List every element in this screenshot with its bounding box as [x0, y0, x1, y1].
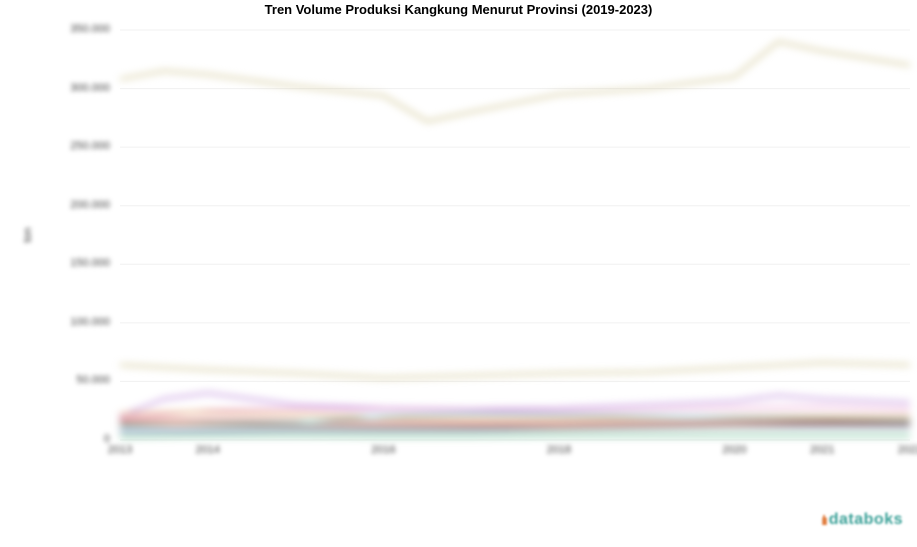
logo-mark-icon: ılıı	[821, 512, 825, 528]
logo-text: databoks	[829, 511, 903, 529]
series-line-green	[120, 435, 910, 436]
gridlines	[120, 30, 910, 440]
series-line-b	[120, 363, 910, 378]
chart-container: Tren Volume Produksi Kangkung Menurut Pr…	[0, 0, 917, 547]
series-total-top	[120, 42, 910, 122]
databoks-logo: ılıı databoks	[821, 511, 903, 529]
chart-svg	[0, 0, 917, 547]
data-series	[120, 42, 910, 437]
